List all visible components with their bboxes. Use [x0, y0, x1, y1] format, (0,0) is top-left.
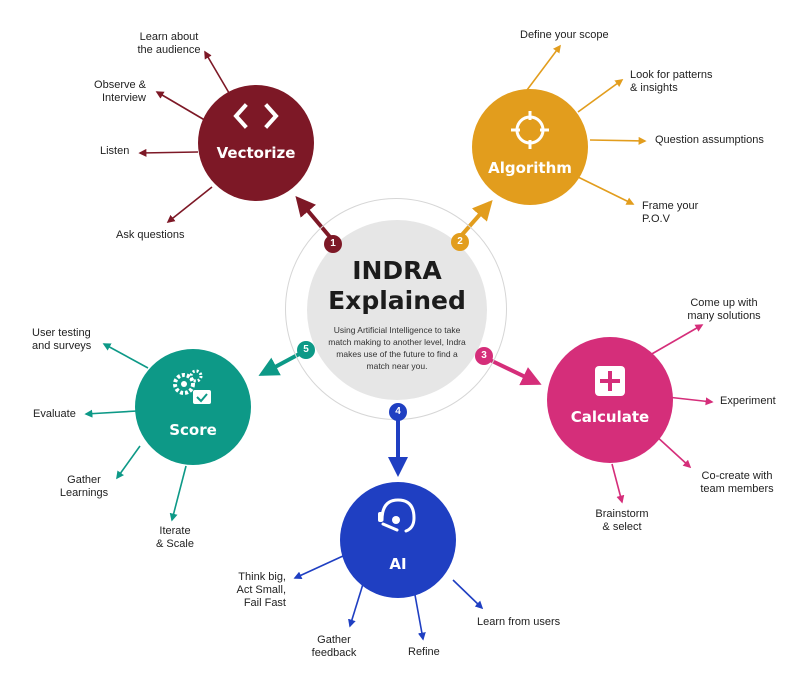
hub-description: Using Artificial Intelligence to take ma… [328, 325, 466, 371]
step-badge-2: 2 [451, 233, 469, 251]
vectorize-item-2: Observe & Interview [94, 79, 146, 104]
algorithm-item-3: Question assumptions [655, 134, 764, 146]
vectorize-item-1: Learn about the audience [137, 31, 201, 56]
ai-item-2: Gather feedback [311, 634, 357, 659]
step-badge-1: 1 [324, 235, 342, 253]
calculate-branches [611, 324, 714, 504]
score-item-2: Evaluate [33, 408, 76, 420]
algorithm-title: Algorithm [488, 159, 572, 177]
hub-title-line1: INDRA [352, 256, 442, 285]
calculate-circle[interactable] [547, 337, 673, 463]
score-title: Score [169, 421, 217, 439]
score-item-1: User testing and surveys [32, 327, 92, 352]
calculate-item-1: Come up with many solutions [687, 297, 761, 322]
score-item-4: Iterate & Scale [156, 525, 194, 550]
calculate-item-2: Experiment [720, 395, 776, 407]
code-brackets-icon [233, 103, 279, 129]
step-badge-4: 4 [389, 403, 407, 421]
ai-title: AI [389, 555, 407, 573]
algorithm-item-2: Look for patterns & insights [630, 69, 713, 94]
plus-box-icon [595, 366, 625, 396]
calculate-item-4: Brainstorm & select [595, 508, 649, 533]
step-badge-5: 5 [297, 341, 315, 359]
calculate-title: Calculate [570, 408, 650, 426]
gears-check-icon [173, 369, 211, 404]
vectorize-item-3: Listen [100, 145, 130, 157]
vectorize-title: Vectorize [216, 144, 296, 162]
calculate-item-3: Co-create with team members [700, 470, 774, 495]
score-item-3: Gather Learnings [59, 474, 109, 499]
hub-title-line2: Explained [328, 286, 466, 315]
algorithm-branches [526, 44, 647, 205]
vectorize-branches [138, 50, 233, 223]
crosshair-icon [511, 111, 549, 149]
vectorize-item-4: Ask questions [116, 229, 185, 241]
ai-item-3: Refine [408, 646, 440, 658]
score-branches [84, 343, 187, 522]
algorithm-item-1: Define your scope [520, 29, 609, 41]
algorithm-item-4: Frame your P.O.V [642, 200, 699, 225]
step-badge-3: 3 [475, 347, 493, 365]
ai-item-1: Think big, Act Small, Fail Fast [236, 571, 286, 609]
headset-person-icon [378, 498, 416, 533]
ai-branches [293, 555, 484, 641]
score-circle[interactable] [135, 349, 251, 465]
vectorize-circle[interactable] [198, 85, 314, 201]
ai-item-4: Learn from users [477, 616, 561, 628]
ai-circle[interactable] [340, 482, 456, 598]
hub-title: INDRA Explained [307, 256, 487, 316]
